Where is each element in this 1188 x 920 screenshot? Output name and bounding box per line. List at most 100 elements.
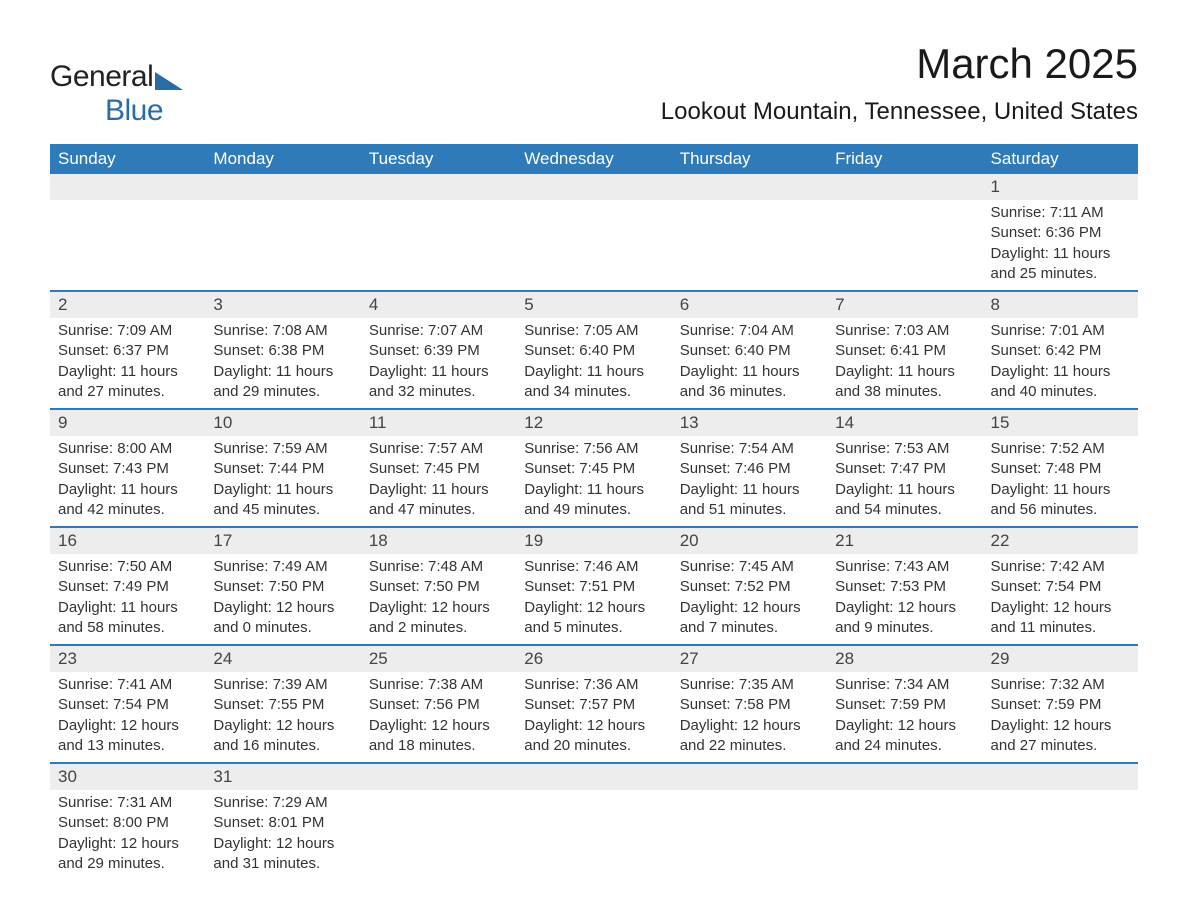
daylight-text: Daylight: 12 hours and 16 minutes. xyxy=(213,716,352,757)
title-block: March 2025 Lookout Mountain, Tennessee, … xyxy=(661,40,1138,134)
day-number: 19 xyxy=(516,527,671,554)
sunrise-text: Sunrise: 7:38 AM xyxy=(369,675,508,695)
day-cell: Sunrise: 7:32 AMSunset: 7:59 PMDaylight:… xyxy=(983,672,1138,763)
sunrise-text: Sunrise: 7:01 AM xyxy=(991,321,1130,341)
sunset-text: Sunset: 7:59 PM xyxy=(991,695,1130,715)
day-cell: Sunrise: 7:49 AMSunset: 7:50 PMDaylight:… xyxy=(205,554,360,645)
day-data-row: Sunrise: 7:11 AMSunset: 6:36 PMDaylight:… xyxy=(50,200,1138,291)
day-cell xyxy=(516,200,671,291)
day-cell: Sunrise: 7:29 AMSunset: 8:01 PMDaylight:… xyxy=(205,790,360,880)
day-cell xyxy=(516,790,671,880)
daylight-text: Daylight: 12 hours and 2 minutes. xyxy=(369,598,508,639)
sunrise-text: Sunrise: 7:48 AM xyxy=(369,557,508,577)
sunset-text: Sunset: 6:37 PM xyxy=(58,341,197,361)
sunset-text: Sunset: 7:53 PM xyxy=(835,577,974,597)
sunrise-text: Sunrise: 7:53 AM xyxy=(835,439,974,459)
day-cell: Sunrise: 7:01 AMSunset: 6:42 PMDaylight:… xyxy=(983,318,1138,409)
day-cell xyxy=(361,200,516,291)
daylight-text: Daylight: 11 hours and 47 minutes. xyxy=(369,480,508,521)
day-number: 24 xyxy=(205,645,360,672)
day-cell: Sunrise: 7:31 AMSunset: 8:00 PMDaylight:… xyxy=(50,790,205,880)
sunset-text: Sunset: 7:58 PM xyxy=(680,695,819,715)
sunrise-text: Sunrise: 7:43 AM xyxy=(835,557,974,577)
sunset-text: Sunset: 8:00 PM xyxy=(58,813,197,833)
day-number: 28 xyxy=(827,645,982,672)
sunrise-text: Sunrise: 7:09 AM xyxy=(58,321,197,341)
sunrise-text: Sunrise: 7:07 AM xyxy=(369,321,508,341)
page-header: General Blue March 2025 Lookout Mountain… xyxy=(50,40,1138,134)
logo-text-general: General xyxy=(50,60,153,94)
day-cell: Sunrise: 7:43 AMSunset: 7:53 PMDaylight:… xyxy=(827,554,982,645)
sunset-text: Sunset: 7:45 PM xyxy=(369,459,508,479)
sunrise-text: Sunrise: 7:46 AM xyxy=(524,557,663,577)
day-header: Sunday xyxy=(50,144,205,174)
sunrise-text: Sunrise: 7:31 AM xyxy=(58,793,197,813)
day-cell: Sunrise: 7:54 AMSunset: 7:46 PMDaylight:… xyxy=(672,436,827,527)
sunset-text: Sunset: 8:01 PM xyxy=(213,813,352,833)
day-number: 13 xyxy=(672,409,827,436)
sunrise-text: Sunrise: 7:50 AM xyxy=(58,557,197,577)
month-title: March 2025 xyxy=(661,40,1138,88)
day-data-row: Sunrise: 8:00 AMSunset: 7:43 PMDaylight:… xyxy=(50,436,1138,527)
day-cell xyxy=(50,200,205,291)
day-cell xyxy=(827,200,982,291)
daylight-text: Daylight: 11 hours and 36 minutes. xyxy=(680,362,819,403)
sunrise-text: Sunrise: 7:41 AM xyxy=(58,675,197,695)
day-number: 25 xyxy=(361,645,516,672)
sunrise-text: Sunrise: 7:45 AM xyxy=(680,557,819,577)
day-cell: Sunrise: 7:36 AMSunset: 7:57 PMDaylight:… xyxy=(516,672,671,763)
day-number-row: 2345678 xyxy=(50,291,1138,318)
sunset-text: Sunset: 7:56 PM xyxy=(369,695,508,715)
day-cell: Sunrise: 7:09 AMSunset: 6:37 PMDaylight:… xyxy=(50,318,205,409)
daylight-text: Daylight: 12 hours and 29 minutes. xyxy=(58,834,197,875)
day-number-row: 3031 xyxy=(50,763,1138,790)
day-number: 7 xyxy=(827,291,982,318)
sunrise-text: Sunrise: 7:49 AM xyxy=(213,557,352,577)
daylight-text: Daylight: 12 hours and 27 minutes. xyxy=(991,716,1130,757)
sunrise-text: Sunrise: 7:03 AM xyxy=(835,321,974,341)
day-number: 17 xyxy=(205,527,360,554)
day-number: 23 xyxy=(50,645,205,672)
day-cell: Sunrise: 8:00 AMSunset: 7:43 PMDaylight:… xyxy=(50,436,205,527)
day-number-row: 9101112131415 xyxy=(50,409,1138,436)
day-header-row: Sunday Monday Tuesday Wednesday Thursday… xyxy=(50,144,1138,174)
sunrise-text: Sunrise: 7:39 AM xyxy=(213,675,352,695)
daylight-text: Daylight: 11 hours and 29 minutes. xyxy=(213,362,352,403)
daylight-text: Daylight: 11 hours and 42 minutes. xyxy=(58,480,197,521)
day-number: 27 xyxy=(672,645,827,672)
day-cell: Sunrise: 7:03 AMSunset: 6:41 PMDaylight:… xyxy=(827,318,982,409)
day-number: 26 xyxy=(516,645,671,672)
day-data-row: Sunrise: 7:50 AMSunset: 7:49 PMDaylight:… xyxy=(50,554,1138,645)
sunset-text: Sunset: 6:42 PM xyxy=(991,341,1130,361)
day-number: 6 xyxy=(672,291,827,318)
day-number: 4 xyxy=(361,291,516,318)
day-header: Monday xyxy=(205,144,360,174)
day-cell xyxy=(827,790,982,880)
day-number: 1 xyxy=(983,174,1138,200)
daylight-text: Daylight: 11 hours and 40 minutes. xyxy=(991,362,1130,403)
day-number: 20 xyxy=(672,527,827,554)
sunrise-text: Sunrise: 7:05 AM xyxy=(524,321,663,341)
day-cell xyxy=(672,200,827,291)
daylight-text: Daylight: 11 hours and 49 minutes. xyxy=(524,480,663,521)
day-cell: Sunrise: 7:05 AMSunset: 6:40 PMDaylight:… xyxy=(516,318,671,409)
calendar-table: Sunday Monday Tuesday Wednesday Thursday… xyxy=(50,144,1138,880)
day-number: 22 xyxy=(983,527,1138,554)
day-cell: Sunrise: 7:59 AMSunset: 7:44 PMDaylight:… xyxy=(205,436,360,527)
day-number: 12 xyxy=(516,409,671,436)
day-cell: Sunrise: 7:52 AMSunset: 7:48 PMDaylight:… xyxy=(983,436,1138,527)
day-number: 21 xyxy=(827,527,982,554)
day-cell: Sunrise: 7:04 AMSunset: 6:40 PMDaylight:… xyxy=(672,318,827,409)
sunrise-text: Sunrise: 7:54 AM xyxy=(680,439,819,459)
day-number xyxy=(516,174,671,200)
sunset-text: Sunset: 7:47 PM xyxy=(835,459,974,479)
sunset-text: Sunset: 7:44 PM xyxy=(213,459,352,479)
day-cell: Sunrise: 7:56 AMSunset: 7:45 PMDaylight:… xyxy=(516,436,671,527)
day-number: 16 xyxy=(50,527,205,554)
day-cell: Sunrise: 7:45 AMSunset: 7:52 PMDaylight:… xyxy=(672,554,827,645)
day-header: Wednesday xyxy=(516,144,671,174)
sunset-text: Sunset: 6:36 PM xyxy=(991,223,1130,243)
day-cell: Sunrise: 7:48 AMSunset: 7:50 PMDaylight:… xyxy=(361,554,516,645)
daylight-text: Daylight: 11 hours and 25 minutes. xyxy=(991,244,1130,285)
logo-text-blue: Blue xyxy=(105,94,183,128)
